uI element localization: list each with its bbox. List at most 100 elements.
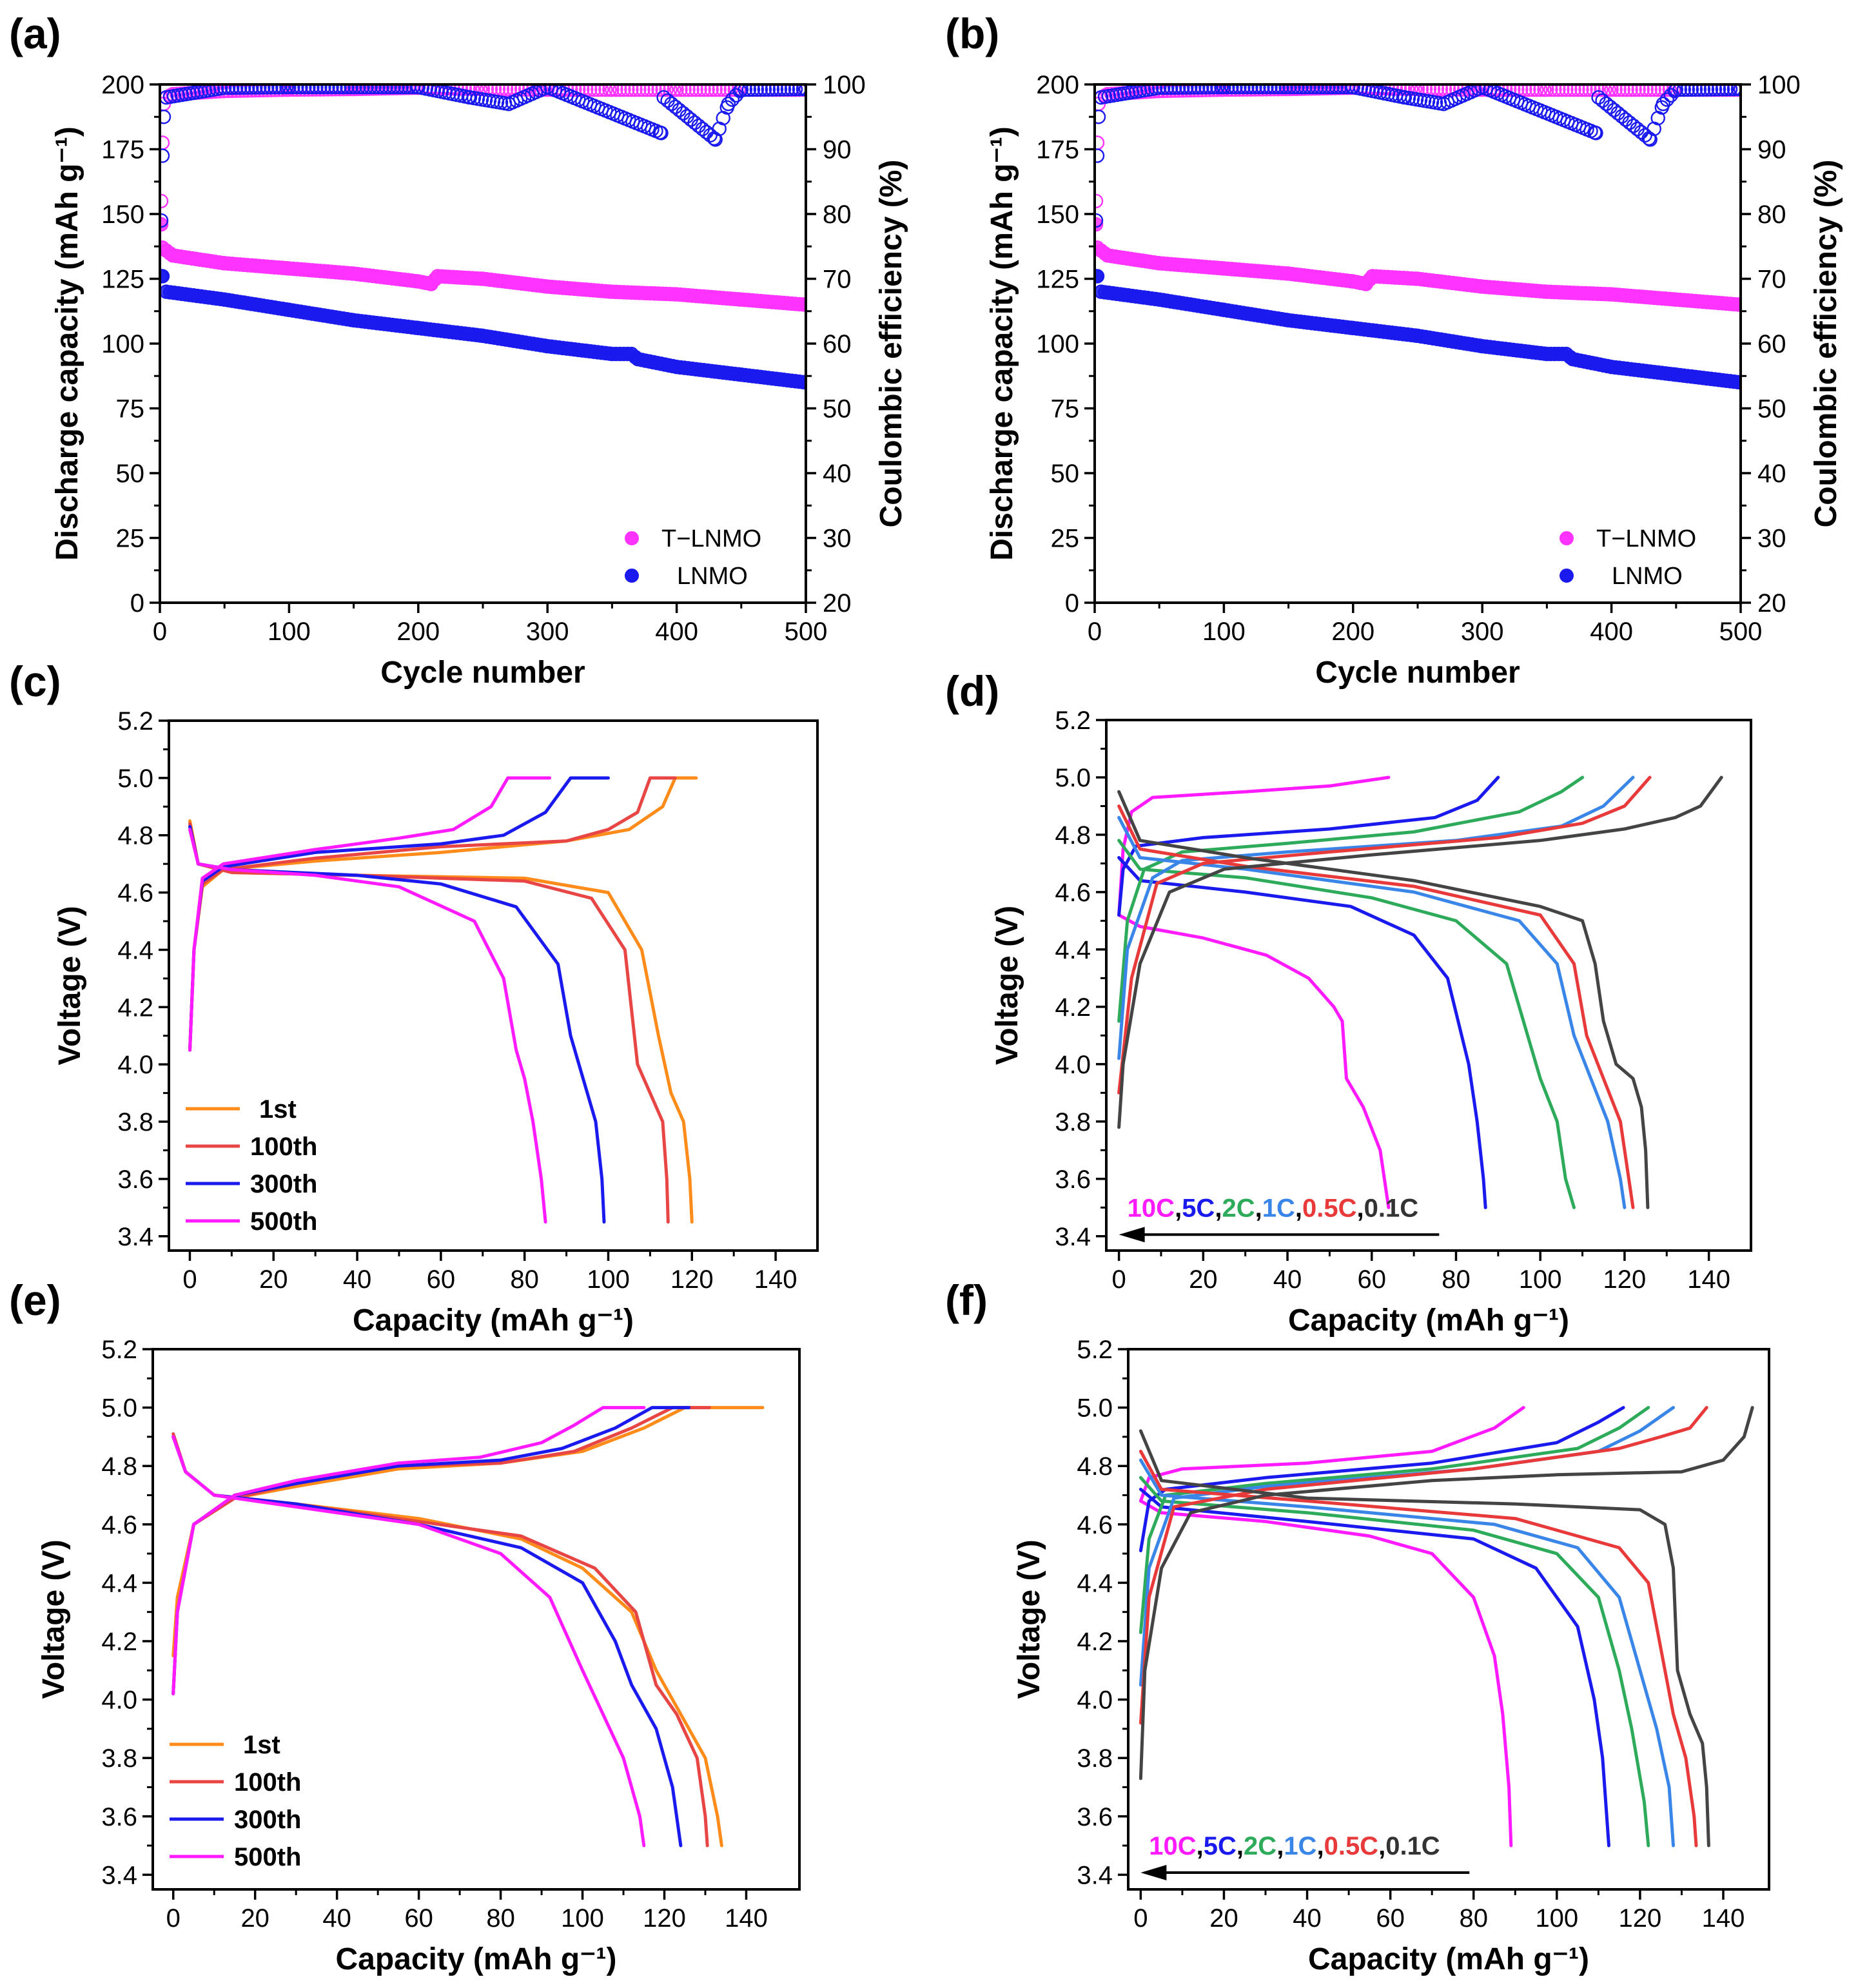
- data-point: [1164, 84, 1178, 95]
- data-point: [233, 84, 248, 95]
- data-point: [689, 84, 703, 97]
- charge-curve: [1139, 1406, 1708, 1725]
- x-tick-label: 120: [670, 1265, 714, 1294]
- y-axis: 3.4 3.6 3.8 4.0 4.2 4.4 4.6 4.8 5.0 5.2: [117, 707, 169, 1251]
- data-point: [1160, 84, 1175, 95]
- data-point: [256, 84, 271, 95]
- charge-curve: [171, 1406, 765, 1658]
- y-tick-label: 4.2: [101, 1628, 137, 1656]
- data-point: [201, 84, 217, 98]
- data-point: [1533, 84, 1548, 97]
- discharge-curve: [1117, 815, 1627, 1209]
- data-point: [532, 84, 547, 98]
- data-point: [696, 84, 711, 97]
- charge-curve: [188, 776, 610, 1052]
- x-tick-label: 80: [510, 1265, 539, 1294]
- legend-label: 1st: [243, 1731, 280, 1759]
- x-tick-label: 20: [240, 1904, 269, 1933]
- plot-frame: [1105, 719, 1752, 1252]
- y-axis-title: Discharge capacity (mAh g⁻¹): [985, 126, 1019, 561]
- data-point: [286, 84, 300, 95]
- rate-separator: ,: [1295, 1194, 1302, 1222]
- panel-letter: (f): [945, 1276, 988, 1324]
- legend: 1st 100th 300th 500th: [170, 1731, 302, 1871]
- data-point: [363, 84, 378, 95]
- data-point: [1733, 297, 1741, 312]
- x-axis: 0 20 40 60 80 100 120 140: [1133, 1889, 1745, 1933]
- y-tick-label: 3.4: [1055, 1223, 1091, 1251]
- data-point: [1643, 84, 1658, 97]
- data-point: [700, 84, 715, 97]
- data-point: [1210, 84, 1225, 95]
- series-lnmo: [160, 269, 806, 390]
- data-point: [1282, 84, 1297, 95]
- x-axis: 0 20 40 60 80 100 120 140: [182, 1251, 797, 1294]
- data-point: [1547, 84, 1562, 97]
- plot-frame: [168, 719, 819, 1252]
- data-point: [1551, 84, 1566, 97]
- series-500th: [188, 776, 552, 1224]
- data-point: [282, 84, 297, 95]
- data-point: [1228, 84, 1243, 95]
- y-tick-label: 4.8: [117, 822, 153, 850]
- y2-axis-title: Coulombic efficiency (%): [874, 160, 908, 528]
- y-tick-label: 25: [1051, 525, 1080, 553]
- y-tick-label: 75: [1051, 395, 1080, 424]
- series-0-1c: [1117, 775, 1723, 1209]
- y2-tick-label: 50: [823, 395, 852, 424]
- y-tick-label: 175: [101, 136, 144, 164]
- x-tick-label: 400: [655, 618, 698, 646]
- data-point: [344, 84, 358, 95]
- x-tick-label: 40: [343, 1265, 372, 1294]
- x-tick-label: 100: [1202, 618, 1246, 646]
- data-point: [1656, 96, 1670, 112]
- data-point: [1095, 213, 1104, 228]
- data-point: [1329, 84, 1344, 95]
- data-point: [628, 84, 643, 97]
- data-point: [560, 84, 574, 97]
- rate-label: 5C: [1182, 1194, 1215, 1222]
- data-point: [716, 84, 730, 97]
- discharge-curve: [1117, 839, 1576, 1209]
- plot-area: [1095, 84, 1741, 390]
- data-point: [1703, 84, 1719, 97]
- data-point: [1290, 84, 1305, 95]
- y-tick-label: 4.6: [101, 1511, 137, 1539]
- discharge-curve: [1117, 856, 1487, 1209]
- y-tick-label: 5.0: [1055, 764, 1091, 792]
- data-point: [624, 84, 639, 97]
- y2-tick-label: 40: [823, 460, 852, 488]
- y-tick-label: 200: [1036, 71, 1079, 99]
- data-point: [798, 84, 806, 97]
- data-point: [371, 84, 386, 95]
- data-point: [229, 84, 244, 95]
- panel-letter: (c): [9, 658, 61, 705]
- series-10c: [1117, 775, 1391, 1209]
- panel-c: (c) 0 20 40 60 80 100 120 140 3.4 3.6 3.8 4.0 4.2 4.4 4…: [9, 658, 819, 1338]
- y-tick-label: 3.4: [101, 1861, 137, 1889]
- x-tick-label: 40: [322, 1904, 351, 1933]
- data-point: [225, 84, 240, 95]
- legend-label: T−LNMO: [661, 525, 761, 552]
- data-point: [1251, 84, 1266, 95]
- y-tick-label: 4.4: [101, 1569, 137, 1597]
- panel-b: (b) 0 100 200 300 400 500 0 25 50 75 100 125 150 175 20…: [945, 10, 1843, 690]
- panel-letter: (a): [9, 10, 61, 57]
- data-point: [1494, 84, 1509, 97]
- legend-label: 500th: [234, 1843, 302, 1871]
- x-tick-label: 100: [561, 1904, 604, 1933]
- legend: T−LNMO LNMO: [1560, 525, 1696, 590]
- y-tick-label: 4.8: [1055, 821, 1091, 850]
- x-tick-label: 140: [754, 1265, 797, 1294]
- data-point: [1267, 84, 1282, 95]
- charge-curve: [1117, 775, 1635, 1060]
- panel-letter: (e): [9, 1276, 61, 1324]
- plot-frame: [152, 1348, 801, 1891]
- data-point: [1692, 84, 1707, 97]
- data-point: [1525, 84, 1540, 97]
- data-point: [640, 84, 654, 97]
- rate-separator: ,: [1197, 1832, 1204, 1860]
- data-point: [336, 84, 351, 95]
- rate-label: 0.1C: [1364, 1194, 1419, 1222]
- y-tick-label: 3.6: [117, 1165, 153, 1194]
